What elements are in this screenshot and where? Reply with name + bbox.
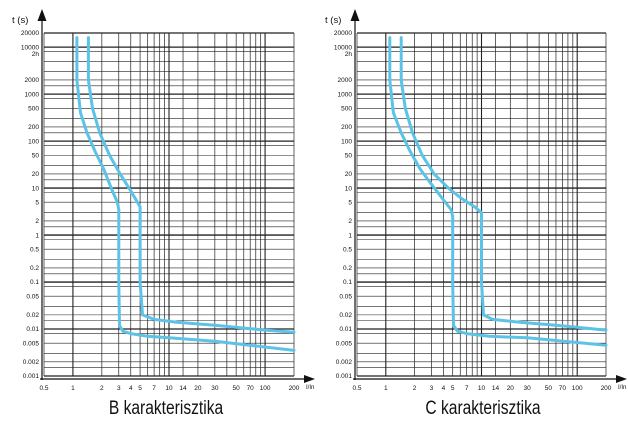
y-tick-label: 2000 <box>25 77 40 84</box>
y-tick-label: 50 <box>32 152 40 159</box>
x-tick-label: 50 <box>545 385 553 392</box>
x-tick-label: 30 <box>211 385 219 392</box>
y-tick-label: 20 <box>32 171 40 178</box>
y-tick-label: 0.02 <box>339 312 352 319</box>
x-tick-label: 3 <box>117 385 121 392</box>
x-tick-label: 70 <box>559 385 567 392</box>
x-tick-label: 2 <box>413 385 417 392</box>
x-axis-label: I/In <box>306 385 314 391</box>
x-tick-label: 7 <box>152 385 156 392</box>
y-tick-label: 0.5 <box>343 246 352 253</box>
y-tick-label: 10 <box>345 185 353 192</box>
x-tick-label: 7 <box>465 385 469 392</box>
y-tick-label: 0.1 <box>30 279 39 286</box>
y-tick-label: 500 <box>341 105 352 112</box>
x-tick-label: 70 <box>247 385 255 392</box>
y-axis-arrow <box>351 9 360 21</box>
lower-trip-curve <box>77 38 294 351</box>
x-tick-label: 200 <box>289 385 300 392</box>
y-tick-label: 200 <box>341 124 352 131</box>
x-tick-label: 10 <box>165 385 173 392</box>
x-tick-label: 0.5 <box>352 385 361 392</box>
x-tick-label: 1 <box>71 385 75 392</box>
x-tick-label: 100 <box>572 385 583 392</box>
plot-grid <box>357 33 606 376</box>
y-axis-label: t (s) <box>12 15 28 26</box>
y-tick-label: 5 <box>35 199 39 206</box>
y-tick-label: 0.001 <box>23 373 40 380</box>
y-tick-label: 2 <box>35 218 39 225</box>
x-tick-label: 20 <box>507 385 515 392</box>
y-tick-label: 500 <box>28 105 39 112</box>
x-tick-label: 5 <box>138 385 142 392</box>
y-tick-label: 1 <box>35 232 39 239</box>
y-tick-label: 0.001 <box>336 373 353 380</box>
x-tick-label: 200 <box>601 385 612 392</box>
y-tick-label: 0.002 <box>336 359 353 366</box>
y-tick-label: 2h <box>345 51 353 58</box>
x-tick-label: 14 <box>492 385 500 392</box>
x-tick-label: 20 <box>194 385 202 392</box>
y-tick-label: 200 <box>28 124 39 131</box>
y-tick-label: 20000 <box>21 30 39 37</box>
y-tick-label: 0.05 <box>26 293 39 300</box>
y-tick-label: 10 <box>32 185 40 192</box>
x-tick-label: 10 <box>478 385 486 392</box>
x-tick-label: 100 <box>260 385 271 392</box>
y-tick-label: 0.2 <box>30 265 39 272</box>
x-axis-arrow <box>304 375 315 383</box>
lower-trip-curve <box>390 38 606 346</box>
y-axis-label: t (s) <box>325 15 341 26</box>
y-tick-label: 0.01 <box>26 326 39 333</box>
x-tick-label: 0.5 <box>39 385 48 392</box>
x-tick-label: 3 <box>430 385 434 392</box>
plot-grid <box>44 33 294 376</box>
x-tick-label: 1 <box>384 385 388 392</box>
y-tick-label: 5 <box>348 199 352 206</box>
y-tick-label: 0.005 <box>336 340 353 347</box>
y-tick-label: 0.002 <box>23 359 40 366</box>
x-tick-label: 50 <box>233 385 241 392</box>
y-tick-label: 1000 <box>338 91 353 98</box>
y-tick-label: 100 <box>341 138 352 145</box>
y-tick-label: 0.01 <box>339 326 352 333</box>
x-tick-label: 14 <box>179 385 187 392</box>
y-tick-label: 20000 <box>334 30 352 37</box>
y-axis-arrow <box>38 9 47 21</box>
y-tick-label: 0.5 <box>30 246 39 253</box>
x-tick-label: 5 <box>451 385 455 392</box>
y-tick-label: 2h <box>32 51 40 58</box>
y-tick-label: 1000 <box>25 91 40 98</box>
y-tick-label: 100 <box>28 138 39 145</box>
y-tick-label: 0.02 <box>26 312 39 319</box>
y-tick-label: 10000 <box>21 44 39 51</box>
y-tick-label: 50 <box>345 152 353 159</box>
x-tick-label: 4 <box>129 385 133 392</box>
y-tick-label: 0.005 <box>23 340 40 347</box>
y-tick-label: 1 <box>348 232 352 239</box>
y-tick-label: 10000 <box>334 44 352 51</box>
x-tick-label: 2 <box>100 385 104 392</box>
y-tick-label: 2000 <box>338 77 353 84</box>
y-tick-label: 0.2 <box>343 265 352 272</box>
y-tick-label: 2 <box>348 218 352 225</box>
x-tick-label: 30 <box>524 385 532 392</box>
chart-title-c: C karakterisztika <box>393 398 573 420</box>
x-axis-arrow <box>616 375 627 383</box>
x-tick-label: 4 <box>442 385 446 392</box>
y-tick-label: 0.1 <box>343 279 352 286</box>
y-tick-label: 0.05 <box>339 293 352 300</box>
chart-title-b: B karakterisztika <box>76 398 256 420</box>
chart-0: t (s) I/In 0.001 0.002 0.005 0.01 0.02 0.05 0.1 0… <box>12 9 315 392</box>
chart-1: t (s) I/In 0.001 0.002 0.005 0.01 0.02 0.05 0.1 0… <box>325 9 627 392</box>
x-axis-label: I/In <box>618 385 626 391</box>
y-tick-label: 20 <box>345 171 353 178</box>
